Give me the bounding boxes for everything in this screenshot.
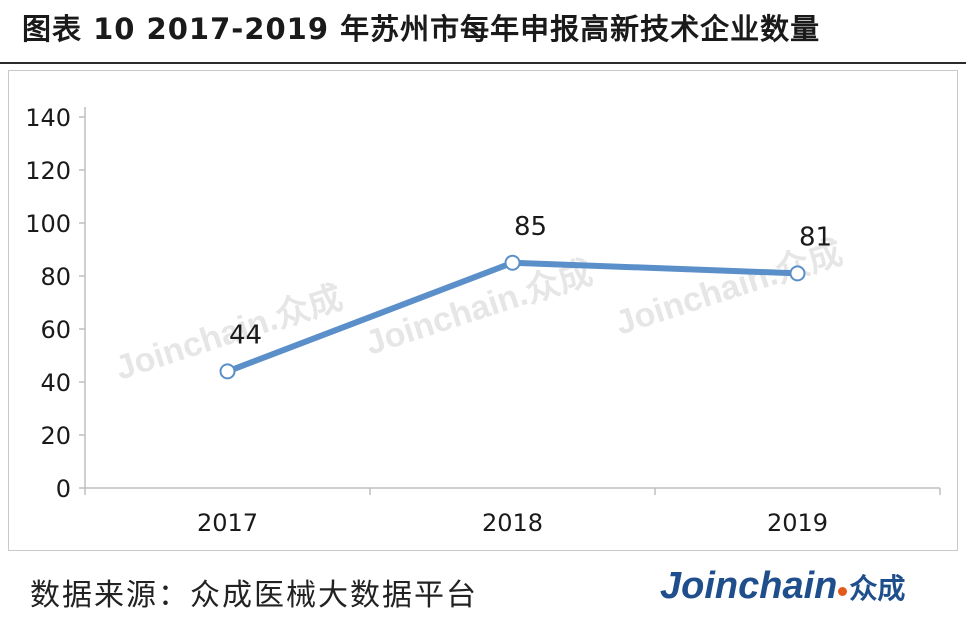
data-point — [219, 363, 236, 380]
figure-title: 图表 10 2017-2019 年苏州市每年申报高新技术企业数量 — [22, 12, 821, 46]
logo-cn-text: 众成 — [849, 572, 906, 605]
y-tick-label: 140 — [25, 104, 71, 132]
data-label: 44 — [229, 320, 262, 350]
x-tick-label: 2019 — [767, 509, 828, 537]
chart-frame — [8, 70, 958, 551]
logo-wordmark: Joinchain — [660, 565, 838, 607]
y-tick-label: 120 — [25, 157, 71, 185]
y-tick-label: 100 — [25, 210, 71, 238]
y-tick-label: 20 — [40, 422, 71, 450]
data-label: 81 — [799, 222, 832, 252]
data-label: 85 — [514, 212, 547, 242]
title-divider — [0, 62, 966, 64]
data-point — [504, 254, 521, 271]
data-point — [789, 265, 806, 282]
data-source-note: 数据来源：众成医械大数据平台 — [30, 578, 478, 613]
y-tick-label: 40 — [40, 369, 71, 397]
x-tick-label: 2017 — [197, 509, 258, 537]
x-tick-label: 2018 — [482, 509, 543, 537]
y-tick-label: 0 — [56, 475, 71, 503]
y-tick-label: 60 — [40, 316, 71, 344]
logo-dot-icon — [838, 587, 848, 596]
joinchain-logo: Joinchain 众成 — [660, 565, 905, 608]
y-tick-label: 80 — [40, 263, 71, 291]
